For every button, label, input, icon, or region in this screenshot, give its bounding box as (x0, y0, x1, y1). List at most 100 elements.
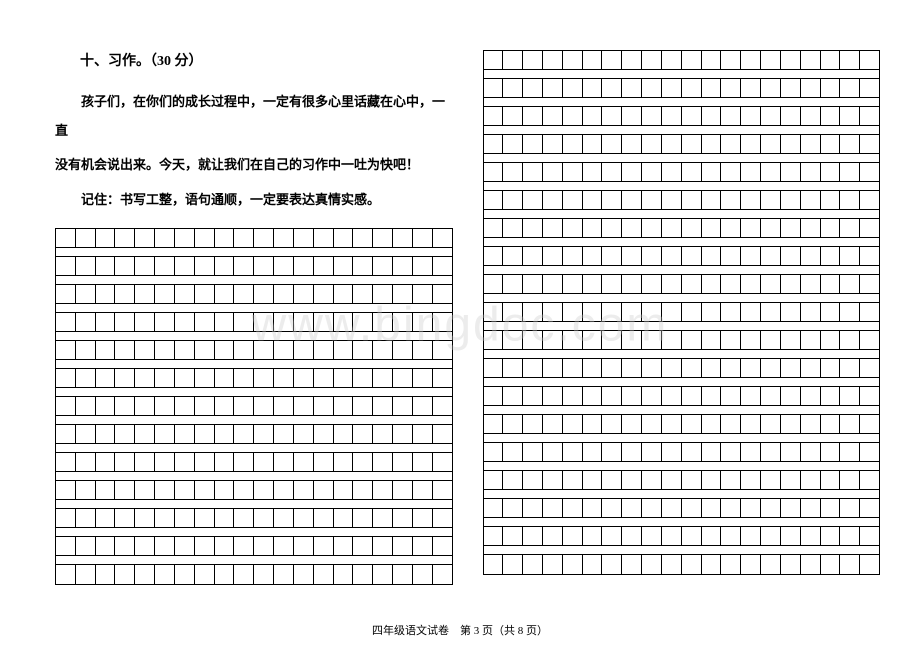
grid-cell (393, 285, 413, 303)
grid-cell (484, 51, 504, 69)
grid-cell (503, 247, 523, 265)
grid-cell (622, 79, 642, 97)
grid-cell (801, 527, 821, 545)
grid-row (484, 443, 880, 462)
grid-cell (801, 219, 821, 237)
grid-cell (761, 303, 781, 321)
grid-cell (413, 509, 433, 527)
grid-cell (860, 79, 879, 97)
grid-cell (602, 443, 622, 461)
grid-cell (484, 359, 504, 377)
grid-cell (583, 275, 603, 293)
grid-cell (622, 163, 642, 181)
grid-cell (334, 369, 354, 387)
grid-spacer (484, 126, 880, 135)
grid-cell (175, 285, 195, 303)
grid-cell (622, 107, 642, 125)
grid-cell (563, 135, 583, 153)
grid-cell (761, 219, 781, 237)
grid-cell (76, 509, 96, 527)
grid-cell (840, 303, 860, 321)
grid-row (56, 257, 452, 276)
grid-cell (155, 369, 175, 387)
grid-cell (334, 537, 354, 555)
grid-spacer (484, 154, 880, 163)
grid-cell (503, 79, 523, 97)
grid-cell (860, 219, 879, 237)
grid-cell (602, 415, 622, 433)
grid-spacer (56, 248, 452, 257)
grid-cell (135, 257, 155, 275)
grid-cell (503, 331, 523, 349)
grid-cell (563, 331, 583, 349)
grid-cell (741, 135, 761, 153)
grid-cell (821, 219, 841, 237)
grid-cell (413, 397, 433, 415)
grid-cell (76, 537, 96, 555)
grid-cell (682, 191, 702, 209)
grid-cell (622, 135, 642, 153)
grid-cell (234, 257, 254, 275)
grid-cell (563, 499, 583, 517)
grid-spacer (56, 388, 452, 397)
grid-cell (373, 565, 393, 584)
grid-cell (195, 425, 215, 443)
grid-cell (334, 481, 354, 499)
grid-cell (413, 229, 433, 247)
grid-cell (682, 51, 702, 69)
grid-cell (96, 565, 116, 584)
grid-cell (503, 471, 523, 489)
grid-cell (602, 191, 622, 209)
grid-cell (642, 359, 662, 377)
grid-cell (840, 247, 860, 265)
grid-cell (642, 443, 662, 461)
grid-cell (56, 313, 76, 331)
grid-cell (543, 359, 563, 377)
grid-cell (563, 51, 583, 69)
grid-cell (96, 341, 116, 359)
grid-cell (543, 79, 563, 97)
grid-cell (413, 537, 433, 555)
grid-cell (682, 415, 702, 433)
grid-cell (294, 369, 314, 387)
grid-cell (413, 341, 433, 359)
grid-cell (294, 341, 314, 359)
grid-cell (642, 219, 662, 237)
grid-cell (155, 397, 175, 415)
grid-cell (860, 135, 879, 153)
grid-cell (563, 219, 583, 237)
grid-cell (433, 481, 452, 499)
grid-cell (781, 219, 801, 237)
grid-cell (484, 527, 504, 545)
grid-cell (583, 303, 603, 321)
grid-cell (682, 107, 702, 125)
grid-cell (254, 425, 274, 443)
grid-cell (761, 331, 781, 349)
grid-cell (622, 387, 642, 405)
grid-cell (195, 257, 215, 275)
grid-cell (741, 163, 761, 181)
grid-cell (373, 229, 393, 247)
grid-cell (642, 79, 662, 97)
grid-cell (662, 275, 682, 293)
grid-cell (413, 369, 433, 387)
grid-cell (334, 509, 354, 527)
grid-cell (543, 387, 563, 405)
grid-cell (135, 285, 155, 303)
grid-cell (523, 219, 543, 237)
grid-cell (602, 79, 622, 97)
grid-cell (543, 275, 563, 293)
grid-cell (801, 163, 821, 181)
grid-cell (840, 527, 860, 545)
grid-cell (503, 415, 523, 433)
grid-cell (741, 51, 761, 69)
grid-cell (821, 275, 841, 293)
grid-row (484, 191, 880, 210)
grid-cell (234, 425, 254, 443)
grid-cell (334, 341, 354, 359)
grid-cell (682, 359, 702, 377)
grid-cell (741, 191, 761, 209)
grid-cell (821, 79, 841, 97)
grid-cell (373, 425, 393, 443)
grid-cell (433, 397, 452, 415)
